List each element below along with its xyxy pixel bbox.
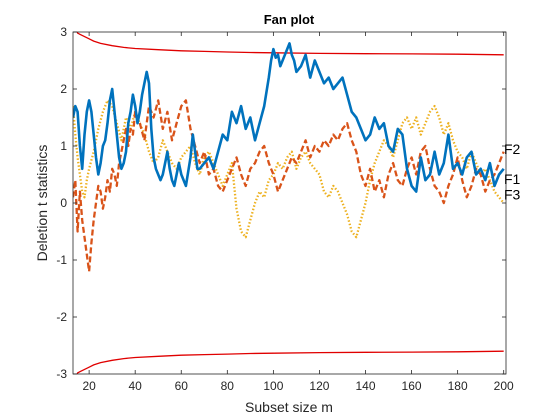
x-tick-label: 20	[82, 379, 96, 393]
y-tick-label: 3	[60, 25, 67, 39]
y-tick-label: -1	[56, 253, 67, 267]
x-tick-label: 160	[402, 379, 422, 393]
x-tick-label: 180	[448, 379, 468, 393]
lower-envelope-line	[76, 350, 504, 374]
x-tick-label: 40	[129, 379, 143, 393]
series-end-label-f2: F2	[504, 141, 521, 157]
y-tick-label: -3	[56, 367, 67, 381]
x-tick-label: 60	[175, 379, 189, 393]
x-tick-label: 140	[355, 379, 375, 393]
y-axis-ticks: -3 -2 -1 0 1 2 3	[56, 25, 506, 381]
series-line-f1	[73, 42, 505, 193]
y-tick-label: 1	[60, 139, 67, 153]
chart-title: Fan plot	[264, 12, 315, 27]
series-line-f3	[73, 99, 505, 239]
x-axis-label: Subset size m	[245, 399, 333, 415]
x-tick-label: 120	[309, 379, 329, 393]
series-end-label-f3: F3	[504, 186, 521, 202]
upper-envelope-line	[76, 32, 504, 56]
y-axis-label: Deletion t statistics	[34, 145, 50, 262]
plot-area	[73, 32, 506, 374]
x-tick-label: 200	[494, 379, 514, 393]
y-tick-label: -2	[56, 310, 67, 324]
x-tick-label: 100	[263, 379, 283, 393]
x-tick-label: 80	[221, 379, 235, 393]
series-lines	[73, 42, 505, 273]
confidence-envelope	[76, 32, 504, 374]
x-axis-ticks: 20 40 60 80 100 120 140 160 180 200	[82, 32, 514, 393]
y-tick-label: 2	[60, 82, 67, 96]
y-tick-label: 0	[60, 196, 67, 210]
series-end-label-f1: F1	[504, 171, 521, 187]
